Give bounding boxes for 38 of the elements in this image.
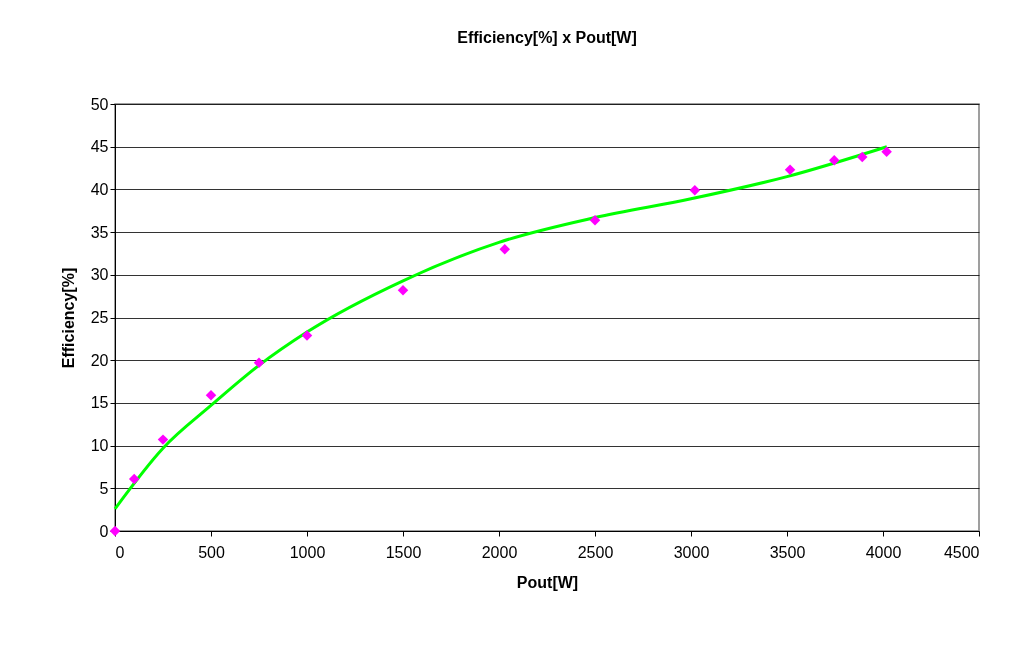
x-tick-label: 2000 <box>481 543 518 561</box>
y-tick-label: 50 <box>90 95 109 113</box>
x-tick-label: 1500 <box>385 543 422 561</box>
x-tick-label: 4000 <box>865 543 902 561</box>
x-tick-label: 500 <box>198 543 225 561</box>
y-tick-label: 20 <box>90 351 109 369</box>
point <box>784 164 796 175</box>
y-tick-label: 10 <box>90 437 109 455</box>
point <box>397 284 409 296</box>
point <box>857 151 868 163</box>
x-tick-label: 3000 <box>673 543 710 561</box>
y-tick-label: 0 <box>99 522 109 540</box>
y-tick-label: 45 <box>90 138 109 156</box>
chart-title: Efficiency[%] x Pout[W] <box>457 29 637 46</box>
point <box>828 155 840 166</box>
x-axis-title: Pout[W] <box>516 573 579 591</box>
y-tick-label: 30 <box>90 266 109 284</box>
point <box>881 146 892 158</box>
x-tick-label: 3500 <box>769 543 806 561</box>
y-tick-label: 5 <box>99 479 109 497</box>
y-axis-title: Efficiency[%] <box>59 267 77 369</box>
point <box>499 243 510 255</box>
x-tick-label: 0 <box>115 543 125 561</box>
y-tick-label: 35 <box>90 223 109 241</box>
y-tick-label: 25 <box>90 309 109 326</box>
point <box>689 185 701 196</box>
point <box>157 434 169 445</box>
y-tick-label: 15 <box>90 394 109 412</box>
point <box>301 330 313 341</box>
point <box>589 214 601 226</box>
y-tick-label: 40 <box>90 180 109 198</box>
x-tick-label: 1000 <box>289 543 326 561</box>
x-tick-label: 4500 <box>943 543 980 561</box>
point <box>253 357 265 369</box>
x-tick-label: 2500 <box>577 543 614 561</box>
point <box>109 525 121 537</box>
point <box>205 389 217 401</box>
point <box>128 473 140 485</box>
